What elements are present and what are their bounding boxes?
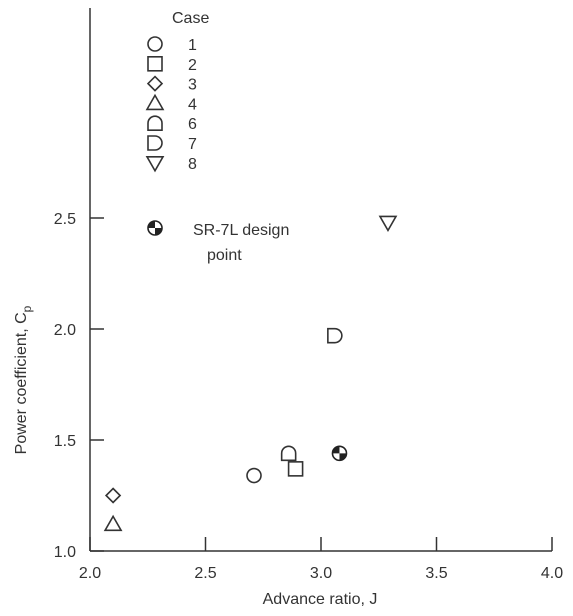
legend-label: 8	[188, 156, 197, 173]
design-point-marker	[331, 445, 348, 462]
y-tick-label: 2.0	[54, 322, 76, 339]
legend-label: 4	[188, 96, 197, 113]
x-tick-label: 4.0	[541, 565, 563, 582]
legend-label: 6	[188, 116, 197, 133]
y-axis-title: Power coefficient, Cp	[13, 305, 34, 454]
design-point-label-line2: point	[207, 247, 242, 264]
data-point-d-shape	[327, 327, 343, 344]
legend-marker-diamond	[146, 75, 164, 92]
data-point-circle	[246, 467, 262, 484]
design-point-label-line1: SR-7L design	[193, 222, 289, 239]
legend-marker-d-shape	[147, 135, 163, 151]
legend-marker-circle	[147, 36, 163, 52]
legend-title: Case	[172, 10, 209, 27]
data-point-diamond	[104, 487, 122, 504]
legend: Case 1 2 3 4 6 7 8 SR-7L design point	[145, 10, 289, 264]
x-tick-label: 2.0	[79, 565, 101, 582]
legend-label: 7	[188, 136, 197, 153]
legend-marker-triangle-down	[145, 156, 165, 173]
legend-marker-arch-up	[147, 115, 163, 131]
x-tick-label: 2.5	[194, 565, 216, 582]
data-point-triangle-down	[378, 215, 398, 233]
data-points	[103, 215, 398, 532]
data-point-arch-up	[280, 445, 297, 462]
axes	[89, 8, 552, 552]
legend-marker-square	[147, 55, 163, 72]
legend-label: 3	[188, 77, 197, 94]
x-tick-label: 3.5	[425, 565, 447, 582]
y-tick-label: 1.0	[54, 544, 76, 561]
data-point-square	[287, 461, 304, 477]
data-point-triangle-up	[103, 514, 123, 532]
y-ticks: 1.0 1.5 2.0 2.5	[54, 211, 104, 561]
legend-label: 2	[188, 57, 197, 74]
y-tick-label: 2.5	[54, 211, 76, 228]
x-axis-title: Advance ratio, J	[263, 591, 378, 608]
legend-label: 1	[188, 37, 197, 54]
y-tick-label: 1.5	[54, 433, 76, 450]
legend-marker-design-point	[147, 220, 163, 236]
legend-marker-triangle-up	[145, 93, 165, 111]
y-axis-title-subscript: p	[20, 305, 34, 312]
x-ticks: 2.0 2.5 3.0 3.5 4.0	[79, 537, 563, 582]
x-tick-label: 3.0	[310, 565, 332, 582]
legend-entries: 1 2 3 4 6 7 8	[145, 36, 197, 236]
y-axis-title-main: Power coefficient, C	[13, 312, 30, 454]
